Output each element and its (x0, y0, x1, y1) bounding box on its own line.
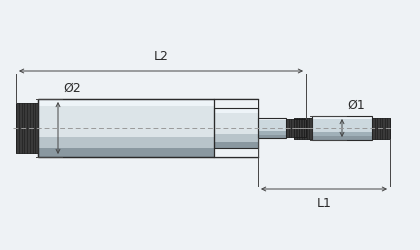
Bar (38, 148, 258, 157)
Bar (258, 124, 286, 131)
Bar (214, 148, 258, 157)
Bar (38, 106, 258, 117)
Text: L1: L1 (317, 197, 331, 210)
Bar (214, 99, 258, 108)
Bar (258, 120, 286, 124)
Text: Ø2: Ø2 (63, 82, 81, 95)
Bar (312, 136, 372, 140)
Bar (258, 131, 286, 135)
Bar (38, 99, 258, 106)
Bar (258, 118, 286, 138)
Bar (38, 137, 258, 148)
Bar (258, 118, 286, 120)
Bar (214, 134, 258, 142)
Bar (214, 113, 258, 120)
Bar (312, 116, 372, 140)
Bar (214, 108, 258, 113)
Bar (312, 123, 372, 132)
Bar (214, 108, 258, 148)
Bar (214, 120, 258, 134)
Bar (312, 116, 372, 119)
Text: L2: L2 (154, 50, 168, 63)
Bar (258, 135, 286, 138)
Bar (214, 142, 258, 148)
Bar (38, 116, 258, 137)
Bar (16, 103, 38, 153)
Bar (312, 132, 372, 136)
Bar (312, 119, 372, 123)
Bar (38, 99, 258, 157)
Bar (294, 118, 312, 139)
Bar (38, 99, 214, 157)
Text: Ø1: Ø1 (347, 99, 365, 112)
Bar (372, 118, 390, 139)
Bar (286, 119, 306, 137)
